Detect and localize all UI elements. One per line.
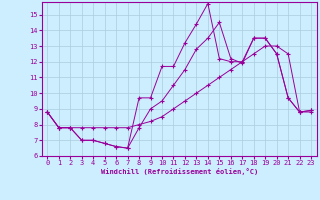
X-axis label: Windchill (Refroidissement éolien,°C): Windchill (Refroidissement éolien,°C) [100, 168, 258, 175]
